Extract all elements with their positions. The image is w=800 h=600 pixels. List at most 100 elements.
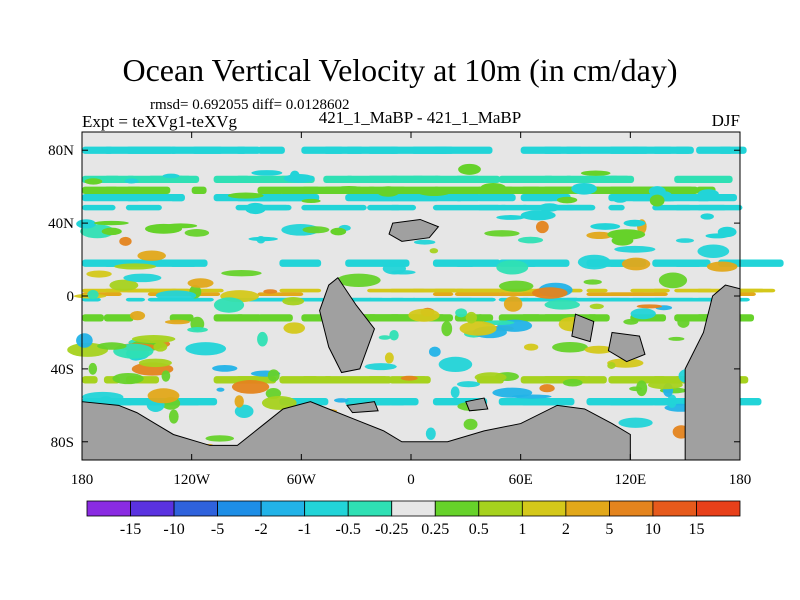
field-cell [119, 236, 132, 246]
field-cell [636, 304, 663, 309]
field-cell [389, 329, 399, 341]
colorbar-label: -2 [254, 521, 267, 538]
field-cell [465, 311, 477, 324]
field-cell [82, 193, 141, 202]
colorbar-swatch [347, 500, 393, 517]
field-cell [162, 173, 180, 179]
field-cell [538, 203, 561, 212]
field-cell [608, 204, 625, 211]
map-field [67, 132, 784, 461]
field-cell [76, 333, 93, 348]
field-cell [257, 314, 293, 322]
field-cell [675, 238, 694, 243]
colorbar-label: 10 [645, 521, 661, 538]
field-cell [674, 175, 733, 184]
field-cell [169, 314, 194, 322]
field-cell [82, 204, 116, 211]
field-cell [216, 387, 225, 392]
field-cell [454, 193, 482, 202]
field-cell [623, 318, 639, 325]
field-cell [623, 219, 646, 227]
field-cell [586, 376, 607, 384]
field-cell [187, 278, 214, 288]
season-label: DJF [711, 111, 740, 130]
field-cell [161, 370, 171, 382]
field-cell [251, 170, 283, 176]
field-cell [191, 186, 207, 194]
field-cell [184, 229, 210, 237]
field-cell [187, 327, 208, 333]
field-cell [586, 288, 608, 293]
field-cell [336, 273, 381, 287]
field-cell [607, 358, 644, 368]
field-cell [257, 204, 292, 211]
field-cell [544, 299, 580, 310]
field-cell [531, 287, 568, 299]
colorbar-label: -0.25 [375, 521, 408, 538]
colorbar-label: 5 [605, 521, 613, 538]
field-cell [586, 314, 610, 322]
colorbar-label: -0.5 [336, 521, 361, 538]
field-cell [648, 186, 666, 197]
field-cell [384, 352, 394, 364]
field-cell [364, 363, 397, 371]
field-cell [535, 220, 549, 234]
field-cell [221, 270, 262, 277]
field-cell [84, 178, 103, 185]
colorbar-label: -10 [163, 521, 184, 538]
field-cell [267, 369, 280, 382]
field-cell [539, 384, 555, 393]
field-cell [577, 254, 611, 270]
field-cell [607, 362, 616, 369]
field-cell [334, 398, 349, 403]
field-cell [674, 259, 702, 267]
field-cell [584, 345, 614, 354]
field-cell [611, 235, 634, 246]
field-cell [103, 314, 134, 322]
field-cell [82, 297, 101, 302]
field-cell [476, 314, 494, 322]
field-cell [131, 335, 176, 343]
field-cell [301, 204, 367, 211]
field-cell [109, 279, 139, 291]
colorbar-swatch [434, 500, 480, 517]
colorbar-label: 15 [688, 521, 704, 538]
field-cell [456, 381, 480, 388]
field-cell [245, 202, 266, 215]
field-cell [235, 314, 262, 322]
field-cell [389, 297, 406, 302]
field-cell [621, 257, 651, 271]
field-cell [408, 308, 440, 322]
field-cell [586, 231, 613, 240]
field-cell [235, 146, 261, 154]
field-cell [432, 292, 454, 296]
colorbar-swatch [521, 500, 567, 517]
field-cell [614, 245, 656, 253]
field-cell [169, 175, 200, 184]
field-cell [213, 297, 245, 313]
x-tick-label: 120W [173, 472, 211, 488]
colorbar-swatch [304, 500, 349, 517]
field-cell [389, 204, 417, 211]
field-cell [668, 336, 685, 341]
field-cell [123, 273, 162, 283]
field-cell [630, 308, 656, 320]
y-tick-label: 0 [67, 289, 75, 305]
field-cell [652, 292, 668, 296]
field-cell [125, 204, 162, 211]
field-cell [520, 210, 556, 221]
x-tick-label: 0 [407, 472, 415, 488]
field-cell [185, 342, 227, 356]
field-cell [556, 196, 578, 204]
field-cell [718, 146, 747, 154]
colorbar-label: 0.25 [421, 521, 449, 538]
field-cell [389, 398, 419, 406]
field-cell [330, 227, 347, 236]
field-cell [503, 296, 523, 312]
field-cell [331, 185, 367, 193]
field-cell [564, 204, 595, 211]
field-cell [282, 297, 305, 306]
field-cell [441, 321, 453, 337]
field-cell [88, 362, 98, 375]
